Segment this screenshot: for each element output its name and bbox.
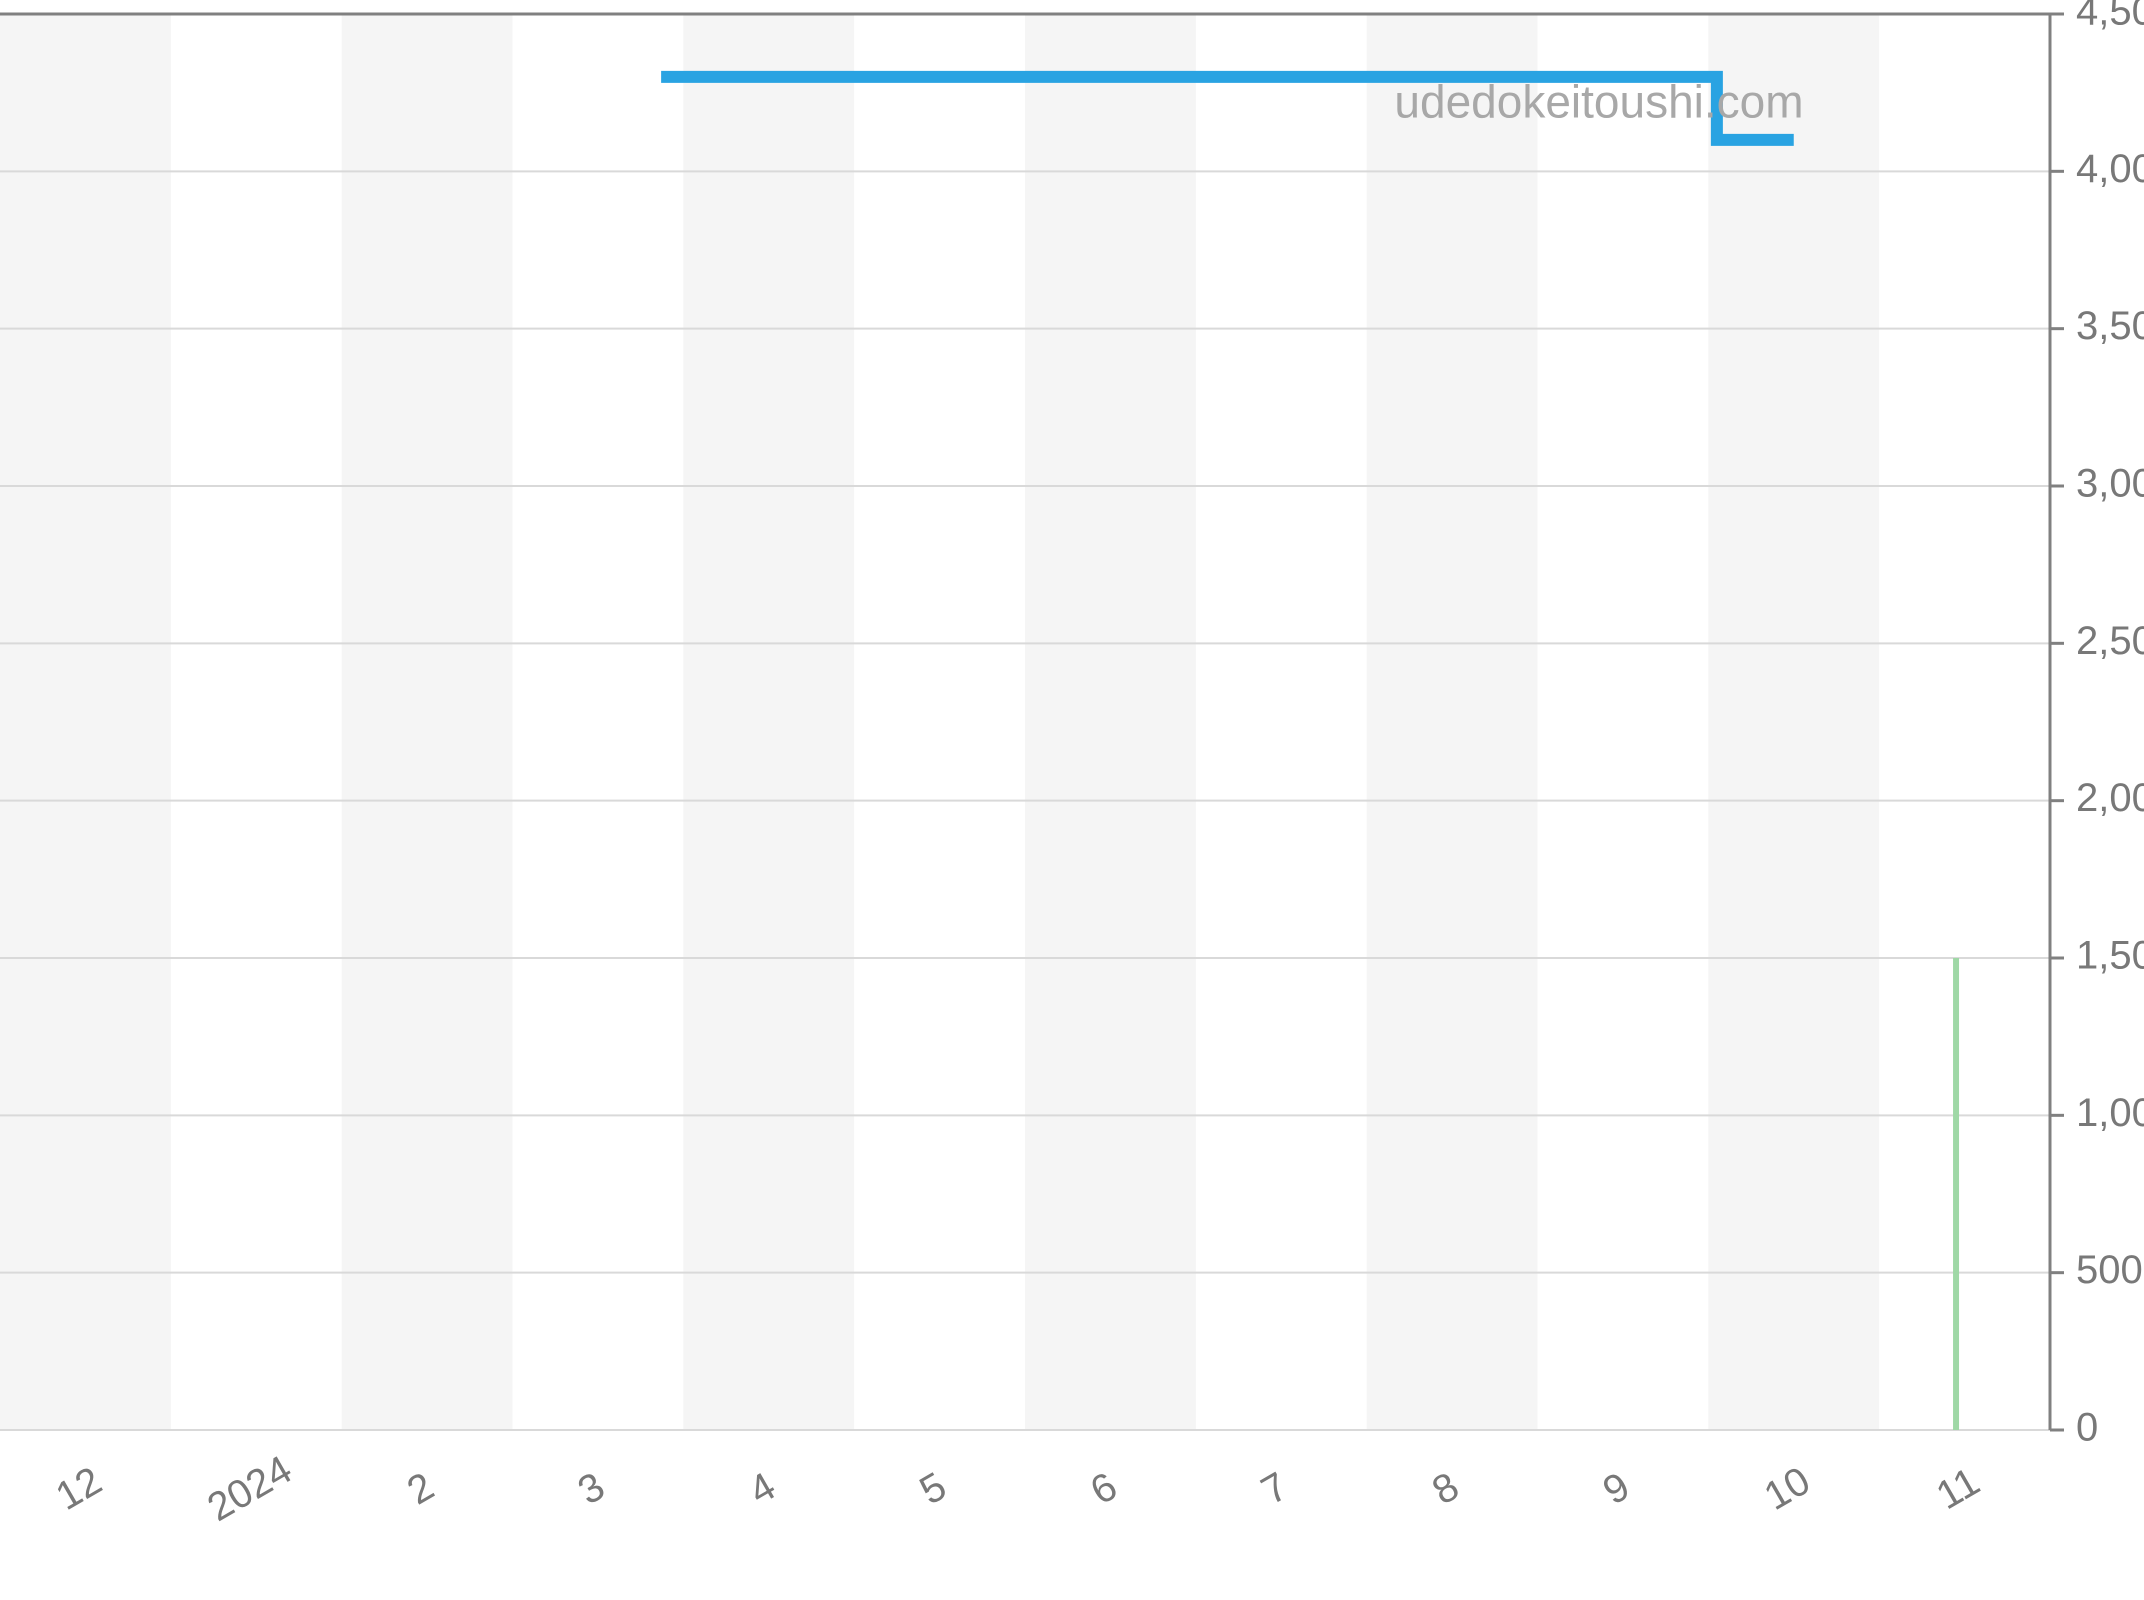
month-band — [342, 14, 513, 1430]
month-band — [683, 14, 854, 1430]
y-tick-label: 4,000,000 — [2076, 147, 2144, 191]
y-tick-label: 3,000,000 — [2076, 462, 2144, 506]
y-tick-label: 500,000 — [2076, 1248, 2144, 1292]
y-tick-label: 4,500,000 — [2076, 0, 2144, 34]
y-tick-label: 1,500,000 — [2076, 934, 2144, 978]
y-tick-label: 2,500,000 — [2076, 619, 2144, 663]
volume-bar — [1953, 958, 1959, 1430]
y-tick-label: 3,500,000 — [2076, 304, 2144, 348]
month-band — [1708, 14, 1879, 1430]
chart-svg: 0 500,000 1,000,000 1,500,000 2,000,000 2,500… — [0, 0, 2144, 1600]
y-tick-label: 2,000,000 — [2076, 776, 2144, 820]
y-tick-label: 0 — [2076, 1406, 2098, 1450]
month-band — [1025, 14, 1196, 1430]
watermark-text: udedokeitoushi.com — [1394, 75, 1803, 127]
y-tick-label: 1,000,000 — [2076, 1091, 2144, 1135]
month-band — [0, 14, 171, 1430]
price-chart: 0 500,000 1,000,000 1,500,000 2,000,000 2,500… — [0, 0, 2144, 1600]
month-band — [1367, 14, 1538, 1430]
